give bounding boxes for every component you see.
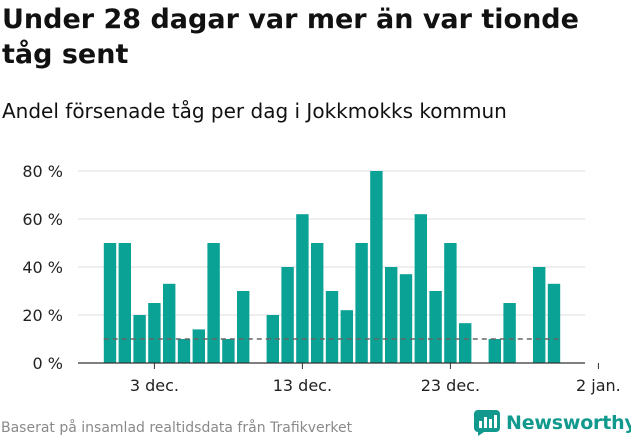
bar (133, 315, 146, 363)
bar (118, 243, 131, 363)
chart-subtitle: Andel försenade tåg per dag i Jokkmokks … (2, 99, 507, 123)
bar (547, 283, 561, 363)
chart-title: Under 28 dagar var mer än var tionde tåg… (2, 4, 579, 70)
y-tick-label: 60 % (22, 210, 63, 229)
bar (311, 243, 324, 363)
bar (266, 315, 279, 363)
bar (429, 291, 442, 363)
newsworthy-logo-icon (474, 410, 500, 436)
x-axis: 3 dec. 13 dec. 23 dec. 2 jan. (78, 362, 621, 395)
x-tick-label: 23 dec. (421, 376, 480, 395)
bar-chart: 0 % 20 % 40 % 60 % 80 % 3 dec. 13 dec. 23 dec.… (22, 162, 621, 395)
gridlines (78, 170, 585, 316)
bar (459, 323, 472, 363)
bar (177, 339, 191, 363)
bar (148, 303, 161, 363)
brand-name: Newsworthy (506, 412, 631, 434)
bar (503, 303, 516, 363)
source-footer: Baserat på insamlad realtidsdata från Tr… (1, 420, 353, 436)
bar (103, 243, 117, 363)
bar (355, 243, 368, 363)
y-tick-label: 20 % (22, 306, 63, 325)
bar (296, 214, 309, 363)
y-tick-label: 80 % (22, 162, 63, 181)
bar (385, 267, 398, 363)
x-tick-label: 13 dec. (273, 376, 332, 395)
y-tick-label: 40 % (22, 258, 63, 277)
bar (237, 291, 250, 363)
bar (533, 267, 546, 363)
bar (399, 274, 413, 363)
bar (414, 214, 427, 363)
bar (281, 267, 294, 363)
bar (340, 310, 353, 363)
bar (163, 283, 176, 363)
bar (207, 243, 220, 363)
bar (444, 243, 457, 363)
bar (222, 339, 235, 363)
x-tick-label: 3 dec. (130, 376, 179, 395)
x-tick-label: 2 jan. (576, 376, 621, 395)
bar (192, 329, 205, 363)
bar (488, 339, 501, 363)
bar (325, 291, 339, 363)
brand-logo[interactable]: Newsworthy (474, 406, 631, 440)
bars (103, 171, 561, 363)
y-tick-label: 0 % (33, 354, 63, 373)
bar (370, 171, 383, 363)
y-axis-tick-labels: 0 % 20 % 40 % 60 % 80 % (22, 162, 63, 373)
